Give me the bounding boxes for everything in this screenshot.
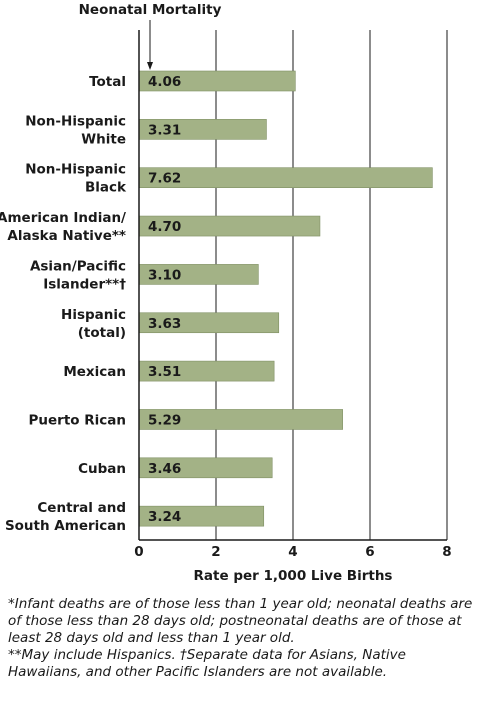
category-label: American Indian/ xyxy=(0,210,126,226)
bar-value-label: 3.51 xyxy=(148,364,181,380)
bar-value-label: 4.70 xyxy=(148,219,181,235)
category-label: South American xyxy=(5,518,126,534)
x-axis-label: Rate per 1,000 Live Births xyxy=(194,568,393,584)
category-labels: Total Non-Hispanic White Non-Hispanic Black A… xyxy=(0,74,127,534)
bars: 4.06 3.31 7.62 4.70 3.10 3.63 3.51 5.29 3.46 3.24 xyxy=(138,70,433,527)
bar-chart: 4.06 3.31 7.62 4.70 3.10 3.63 3.51 5.29 3.46 3.24… xyxy=(0,2,452,584)
x-tick-label: 4 xyxy=(288,544,297,560)
x-axis: 0 2 4 6 8 xyxy=(134,30,452,560)
category-label: White xyxy=(81,131,126,147)
category-label: Non-Hispanic xyxy=(25,113,126,129)
bar-value-label: 4.06 xyxy=(148,74,181,90)
category-label: Black xyxy=(85,180,127,196)
footnote-infant-deaths: *Infant deaths are of those less than 1 … xyxy=(8,596,473,646)
bar xyxy=(138,167,433,188)
neonatal-mortality-annotation: Neonatal Mortality xyxy=(79,2,222,18)
x-tick-label: 0 xyxy=(134,544,143,560)
category-label: Islander**† xyxy=(43,276,126,292)
bar-value-label: 3.46 xyxy=(148,461,181,477)
footnotes: *Infant deaths are of those less than 1 … xyxy=(8,596,480,681)
x-tick-label: 6 xyxy=(365,544,374,560)
category-label: Hispanic xyxy=(61,307,126,323)
bar-value-label: 7.62 xyxy=(148,171,181,187)
footnote-hispanics: **May include Hispanics. †Separate data … xyxy=(8,647,406,680)
bar-value-label: 3.24 xyxy=(148,509,181,525)
bar-value-label: 3.63 xyxy=(148,316,181,332)
category-label: Puerto Rican xyxy=(29,412,127,428)
bar-value-label: 5.29 xyxy=(148,412,181,428)
category-label: Asian/Pacific xyxy=(30,258,126,274)
x-tick-label: 2 xyxy=(211,544,220,560)
category-label: Alaska Native** xyxy=(7,228,126,244)
category-label: (total) xyxy=(78,325,126,341)
bar-value-label: 3.31 xyxy=(148,122,181,138)
category-label: Mexican xyxy=(63,364,126,380)
category-label: Cuban xyxy=(78,461,126,477)
annotation-arrow-head xyxy=(147,62,153,70)
x-tick-label: 8 xyxy=(442,544,451,560)
category-label: Total xyxy=(89,74,126,90)
category-label: Non-Hispanic xyxy=(25,162,126,178)
category-label: Central and xyxy=(37,500,126,516)
bar-value-label: 3.10 xyxy=(148,267,181,283)
grid-lines xyxy=(215,30,448,540)
